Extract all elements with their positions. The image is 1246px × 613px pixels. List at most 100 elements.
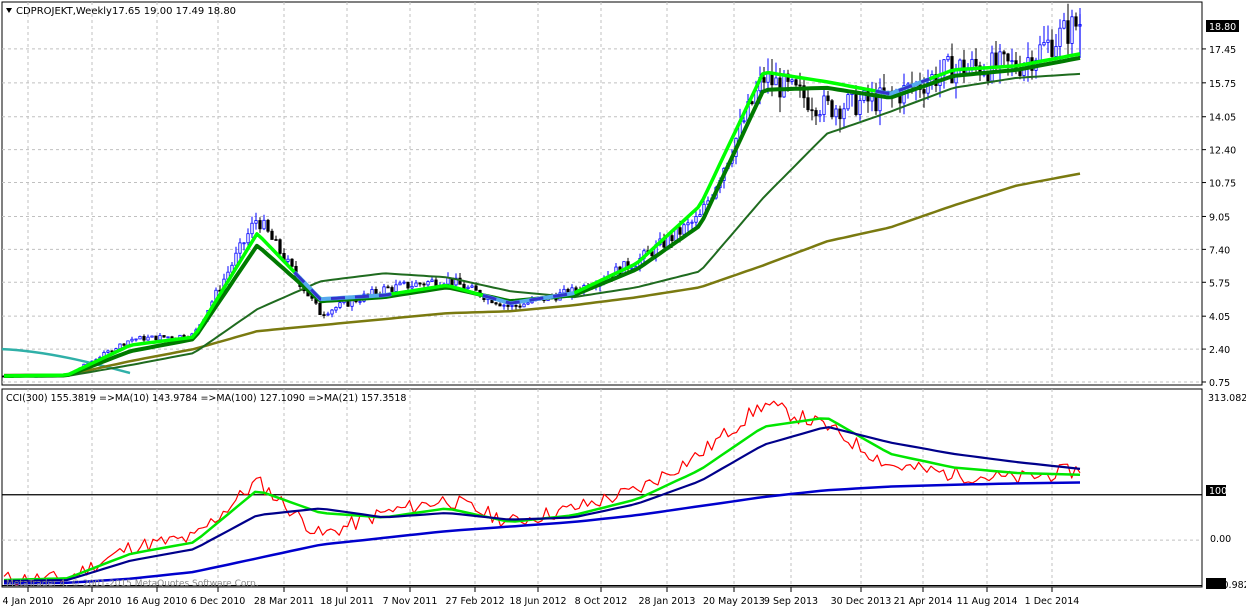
candle-body [250, 222, 254, 235]
candle-body [142, 336, 146, 341]
candle-body [1070, 16, 1074, 44]
candle-body [1058, 27, 1062, 47]
candle-body [794, 79, 798, 86]
candle-body [822, 95, 826, 115]
candle-body [1054, 46, 1058, 57]
candle-body [774, 77, 778, 86]
candle-body [842, 108, 846, 120]
price-tick-label: 9.05 [1209, 212, 1230, 223]
cci-lines [3, 400, 1081, 586]
time-tick-label: 26 Apr 2010 [63, 596, 122, 607]
ma-falling-segment-dark [293, 271, 392, 301]
candle-body [474, 285, 478, 291]
candle-body [358, 300, 362, 303]
ma-teal-line [1, 347, 131, 375]
candle-body [854, 90, 858, 115]
candle-body [762, 77, 766, 83]
candle-body [154, 335, 158, 341]
candle-body [150, 335, 154, 338]
chart-menu-triangle-icon[interactable] [6, 8, 12, 13]
candle-body [266, 219, 270, 232]
time-tick-label: 18 Jul 2011 [320, 596, 374, 607]
indicator-panel-border [1, 388, 1203, 588]
time-tick-label: 18 Jun 2012 [509, 596, 566, 607]
time-tick-label: 7 Nov 2011 [383, 596, 438, 607]
cci-series-3 [3, 426, 1081, 583]
price-tick-label: 15.75 [1209, 79, 1236, 90]
cci-axis-bottom: -100.982 [1207, 580, 1246, 591]
candle-body [158, 335, 162, 341]
candle-body [426, 281, 430, 286]
candle-body [518, 305, 522, 308]
candle-body [494, 302, 498, 305]
price-tick-label: 2.40 [1209, 345, 1230, 356]
ma-line-ma-slow [3, 72, 1081, 377]
price-tick-label: 4.05 [1209, 312, 1230, 323]
time-tick-label: 1 Dec 2014 [1025, 596, 1080, 607]
cci-level-100-box [1206, 485, 1226, 496]
candle-body [678, 227, 682, 235]
price-tick-label: 5.75 [1209, 278, 1230, 289]
candle-body [398, 282, 402, 286]
time-tick-label: 8 Oct 2012 [575, 596, 628, 607]
candle-body [526, 302, 530, 305]
candle-body [1046, 39, 1050, 43]
candle-body [1066, 20, 1070, 44]
candle-body [122, 343, 126, 346]
candle-body [402, 281, 406, 284]
cci-series-2 [3, 481, 1081, 585]
candle-body [422, 283, 426, 286]
candle-body [562, 288, 566, 294]
candle-body [1010, 60, 1014, 63]
grid-layer [2, 2, 1202, 587]
time-tick-label: 30 Dec 2013 [831, 596, 892, 607]
candle-body [278, 239, 282, 254]
price-tick-label: 7.40 [1209, 245, 1230, 256]
indicator-header: CCI(300) 155.3819 =>MA(10) 143.9784 =>MA… [6, 393, 406, 404]
candle-body [742, 120, 746, 123]
price-axis: 17.45 15.75 14.05 12.40 10.75 9.05 7.40 5.75 4.0… [1202, 45, 1236, 389]
candle-body [410, 285, 414, 289]
time-tick-label: 20 May 2013 [703, 596, 765, 607]
candle-body [394, 284, 398, 292]
candle-body [254, 220, 258, 224]
price-tick-label: 0.75 [1209, 378, 1230, 389]
time-tick-label: 9 Sep 2013 [764, 596, 818, 607]
price-panel-border [1, 1, 1203, 386]
price-tick-label: 17.45 [1209, 45, 1236, 56]
candle-body [146, 336, 150, 341]
candle-body [334, 306, 338, 311]
candle-body [134, 338, 138, 341]
candle-body [162, 335, 166, 338]
price-tick-label: 10.75 [1209, 179, 1236, 190]
candle-body [238, 242, 242, 254]
candle-body [782, 73, 786, 98]
candle-body [970, 58, 974, 69]
candle-body [406, 281, 410, 289]
candle-body [462, 283, 466, 290]
candle-body [682, 224, 686, 235]
candle-body [430, 279, 434, 282]
time-tick-label: 28 Mar 2011 [254, 596, 314, 607]
candle-body [810, 109, 814, 112]
candle-body [138, 336, 142, 340]
candle-body [338, 302, 342, 308]
candle-body [838, 108, 842, 120]
candle-body [418, 282, 422, 285]
candle-body [1062, 20, 1066, 29]
time-tick-label: 28 Jan 2013 [639, 596, 696, 607]
price-tick-label: 12.40 [1209, 146, 1236, 157]
candle-body [922, 89, 926, 94]
candle-body [1042, 42, 1046, 46]
candle-body [998, 51, 1002, 68]
candle-body [258, 220, 262, 230]
candle-body [130, 338, 134, 342]
candle-body [470, 285, 474, 288]
cci-bottom-box [1206, 578, 1226, 589]
candle-body [326, 313, 330, 316]
indicator-axis: 313.0825 100 0.00 -100.982 [1206, 393, 1246, 591]
candle-body [386, 286, 390, 289]
candle-body [322, 314, 326, 316]
